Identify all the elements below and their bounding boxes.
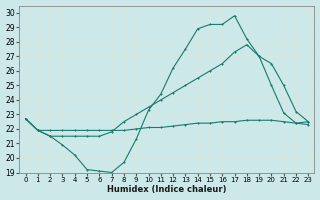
X-axis label: Humidex (Indice chaleur): Humidex (Indice chaleur) <box>107 185 227 194</box>
